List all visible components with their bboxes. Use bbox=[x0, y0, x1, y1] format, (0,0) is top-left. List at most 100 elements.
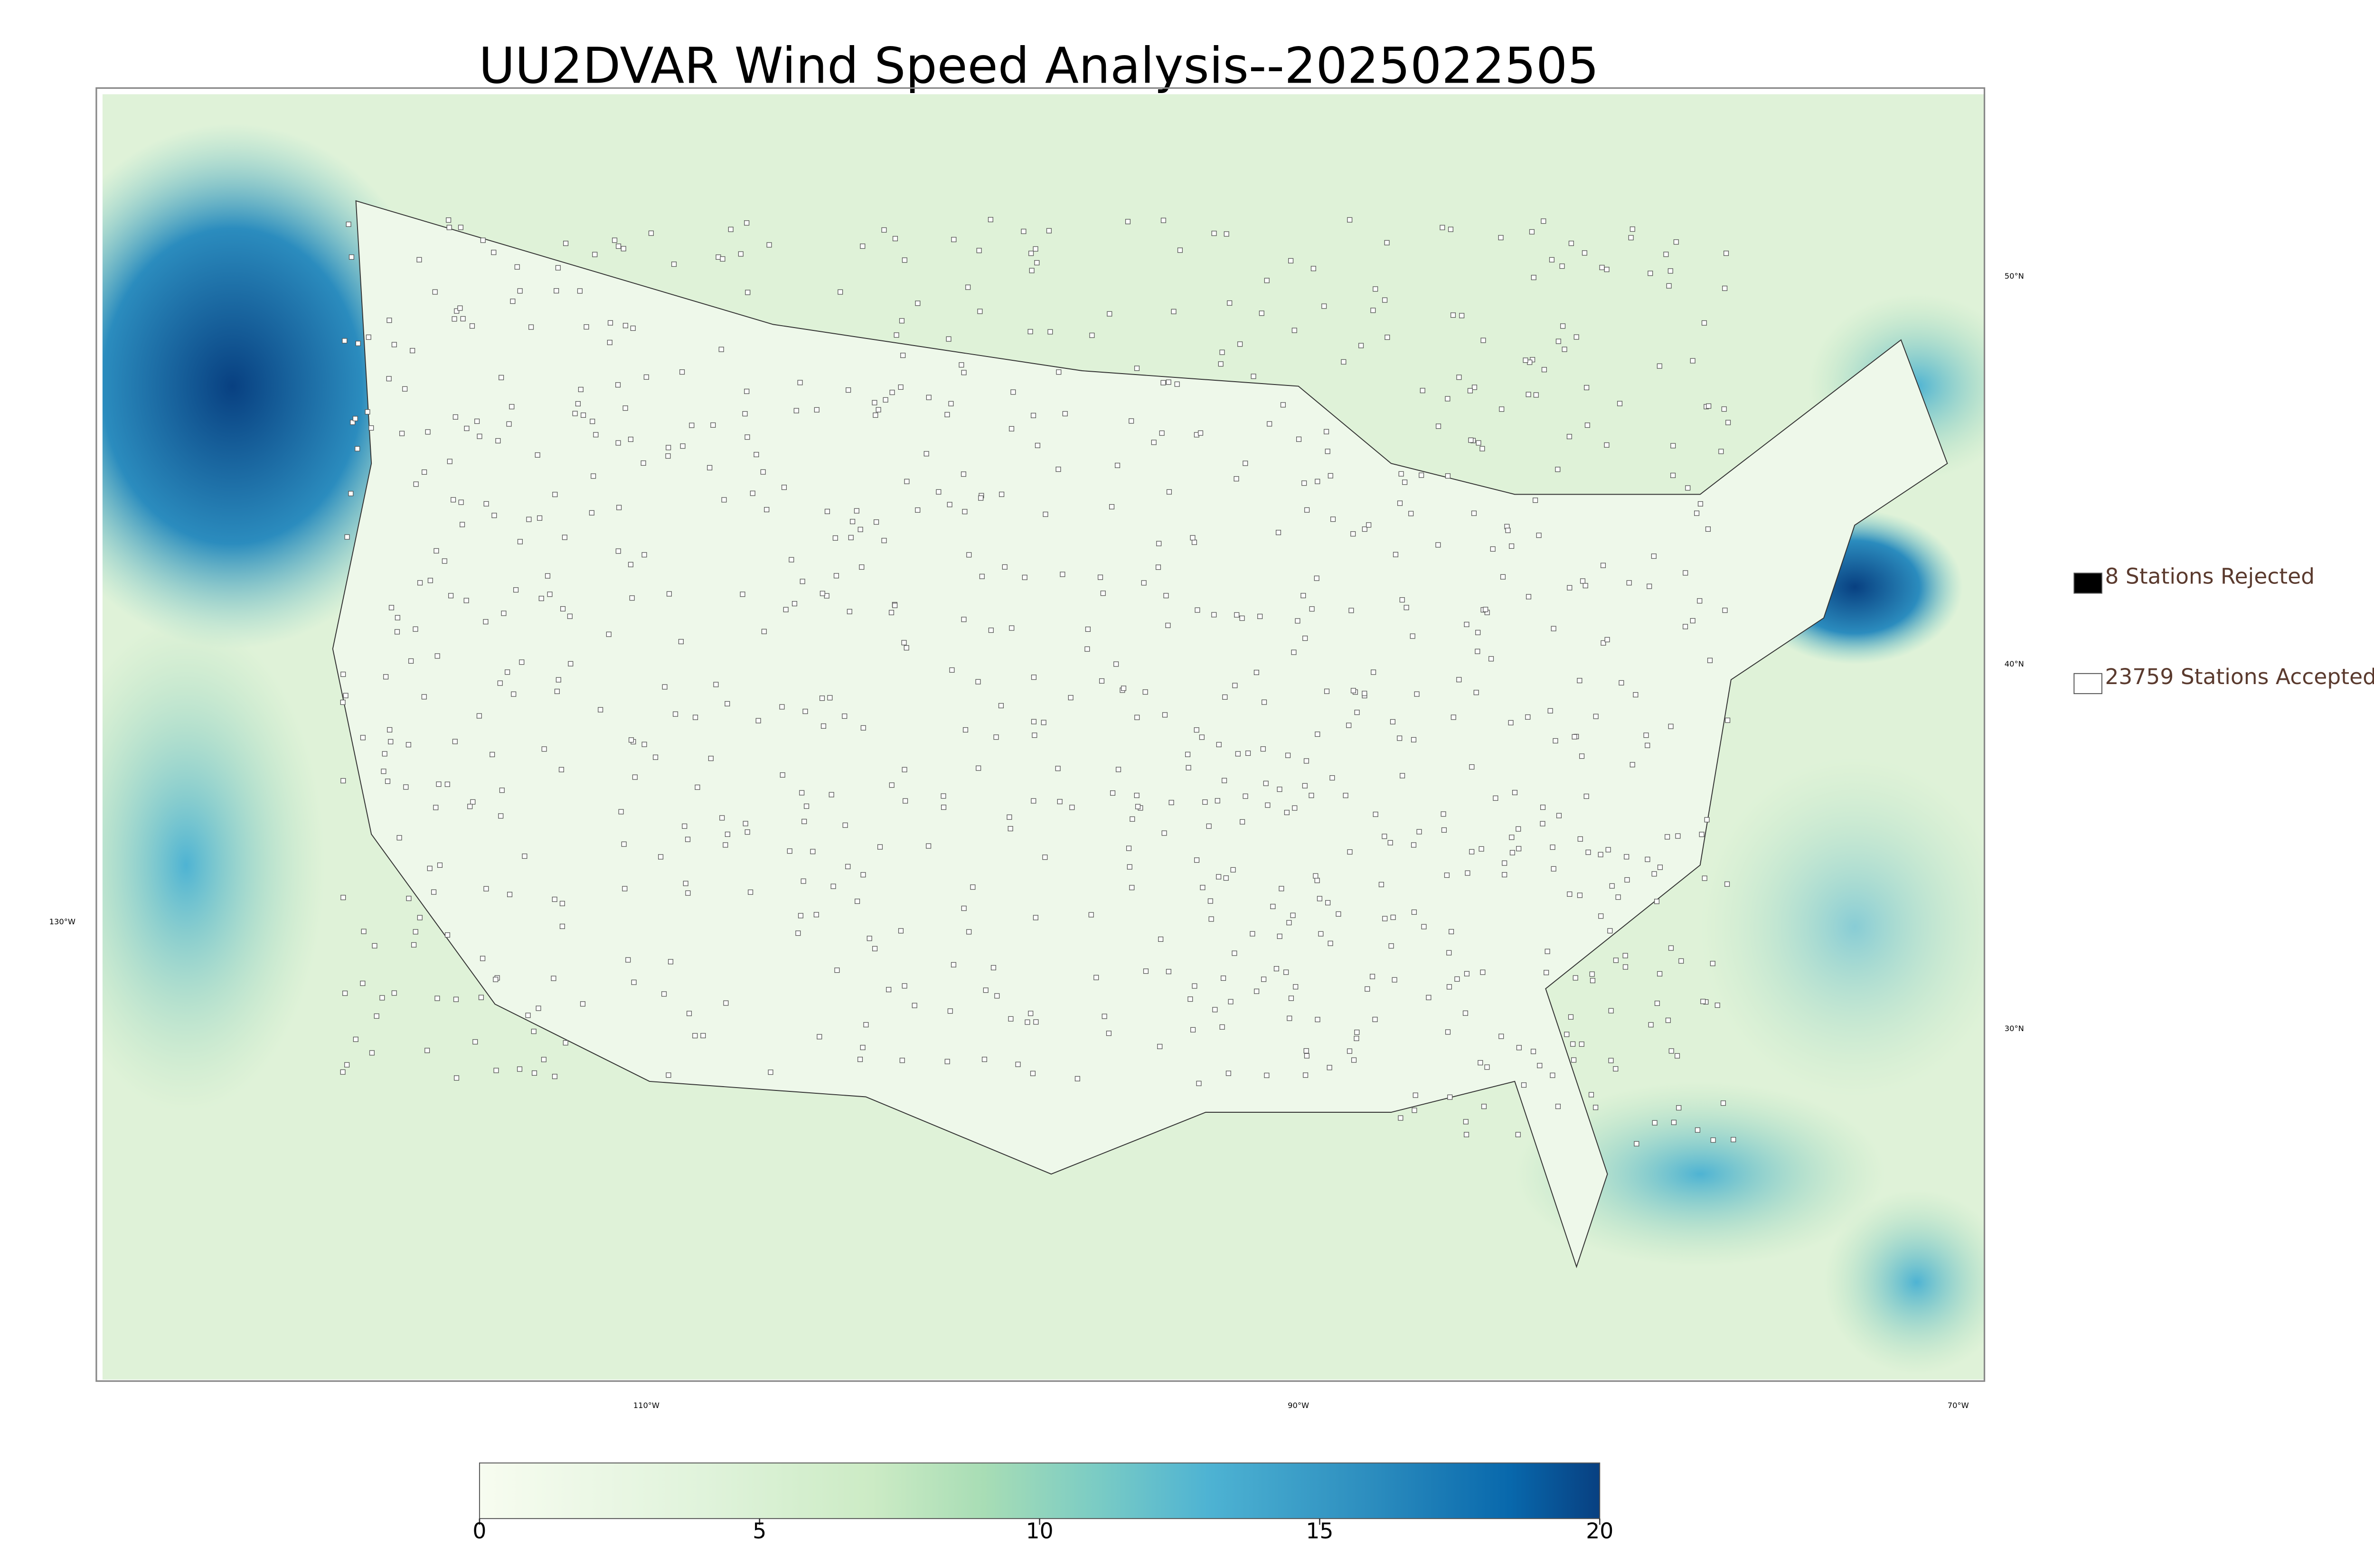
station bbox=[1411, 737, 1417, 742]
station bbox=[1365, 986, 1370, 992]
lat-label: 30°N bbox=[2005, 1024, 2024, 1033]
station bbox=[855, 899, 860, 904]
station bbox=[1577, 836, 1583, 842]
station bbox=[1471, 510, 1477, 516]
station bbox=[814, 407, 820, 413]
station bbox=[361, 929, 367, 934]
station bbox=[1441, 827, 1447, 833]
station bbox=[1030, 1070, 1036, 1076]
station bbox=[1315, 479, 1320, 484]
station bbox=[1633, 692, 1639, 698]
station bbox=[1303, 1072, 1309, 1078]
station bbox=[798, 913, 803, 919]
station bbox=[764, 507, 770, 513]
station bbox=[1399, 597, 1405, 603]
station bbox=[344, 1062, 350, 1068]
station bbox=[1447, 1094, 1453, 1100]
station bbox=[1413, 1092, 1418, 1098]
station bbox=[1129, 418, 1134, 424]
station bbox=[1057, 799, 1063, 805]
station bbox=[1162, 712, 1168, 718]
station bbox=[923, 451, 929, 457]
station bbox=[1211, 612, 1217, 618]
station bbox=[1529, 229, 1535, 235]
station bbox=[725, 701, 730, 706]
station bbox=[783, 607, 789, 612]
station bbox=[1121, 685, 1127, 691]
station bbox=[493, 1068, 499, 1073]
station bbox=[1166, 379, 1171, 385]
station bbox=[915, 507, 921, 513]
station bbox=[1448, 226, 1453, 232]
station bbox=[531, 1029, 537, 1034]
station bbox=[966, 552, 972, 558]
station bbox=[616, 505, 622, 510]
station bbox=[1304, 1053, 1309, 1059]
station bbox=[391, 342, 397, 347]
station bbox=[1624, 854, 1630, 860]
station bbox=[944, 1059, 950, 1064]
station bbox=[498, 813, 504, 819]
station bbox=[1029, 268, 1035, 273]
station bbox=[847, 609, 852, 614]
station bbox=[1371, 669, 1376, 675]
station bbox=[427, 578, 433, 583]
station bbox=[1464, 1132, 1470, 1137]
station bbox=[1697, 598, 1703, 604]
station bbox=[1454, 976, 1460, 982]
station bbox=[350, 420, 356, 425]
station bbox=[641, 460, 646, 466]
station bbox=[1191, 539, 1197, 545]
station bbox=[1550, 845, 1555, 850]
station bbox=[1293, 984, 1299, 990]
station bbox=[1600, 563, 1606, 568]
station bbox=[1411, 909, 1417, 915]
station bbox=[1197, 430, 1204, 436]
station bbox=[824, 508, 830, 514]
station bbox=[1155, 564, 1161, 570]
station bbox=[1553, 738, 1558, 744]
station bbox=[1670, 443, 1676, 449]
station bbox=[458, 225, 463, 230]
station bbox=[444, 781, 450, 787]
station bbox=[708, 756, 714, 761]
station bbox=[408, 658, 414, 664]
station bbox=[531, 1070, 537, 1076]
station bbox=[1445, 1029, 1451, 1035]
station bbox=[1412, 1108, 1417, 1113]
station bbox=[666, 445, 671, 451]
station bbox=[983, 987, 989, 993]
station bbox=[1062, 411, 1068, 416]
lat-label: 50°N bbox=[2005, 272, 2024, 281]
station bbox=[1720, 1100, 1726, 1106]
station bbox=[491, 513, 497, 518]
station bbox=[978, 495, 984, 501]
station bbox=[1397, 735, 1403, 741]
station bbox=[621, 841, 627, 847]
station bbox=[406, 895, 412, 901]
station bbox=[1555, 338, 1561, 344]
station bbox=[1420, 388, 1425, 394]
station bbox=[1362, 691, 1367, 696]
station bbox=[1027, 329, 1033, 335]
station bbox=[1667, 268, 1673, 274]
station bbox=[948, 401, 954, 406]
station bbox=[723, 1000, 729, 1006]
station bbox=[738, 251, 744, 257]
station bbox=[1523, 357, 1528, 363]
station bbox=[1464, 621, 1470, 627]
station bbox=[1471, 385, 1478, 390]
station bbox=[413, 481, 419, 487]
station bbox=[1230, 867, 1236, 873]
station bbox=[728, 226, 734, 232]
station bbox=[507, 892, 513, 897]
station bbox=[421, 694, 427, 700]
station bbox=[501, 610, 507, 616]
station bbox=[889, 782, 895, 788]
station bbox=[1480, 969, 1486, 975]
station bbox=[1291, 649, 1297, 655]
station bbox=[499, 375, 504, 380]
station bbox=[1630, 762, 1635, 768]
station bbox=[1285, 752, 1291, 758]
station bbox=[340, 1069, 346, 1075]
